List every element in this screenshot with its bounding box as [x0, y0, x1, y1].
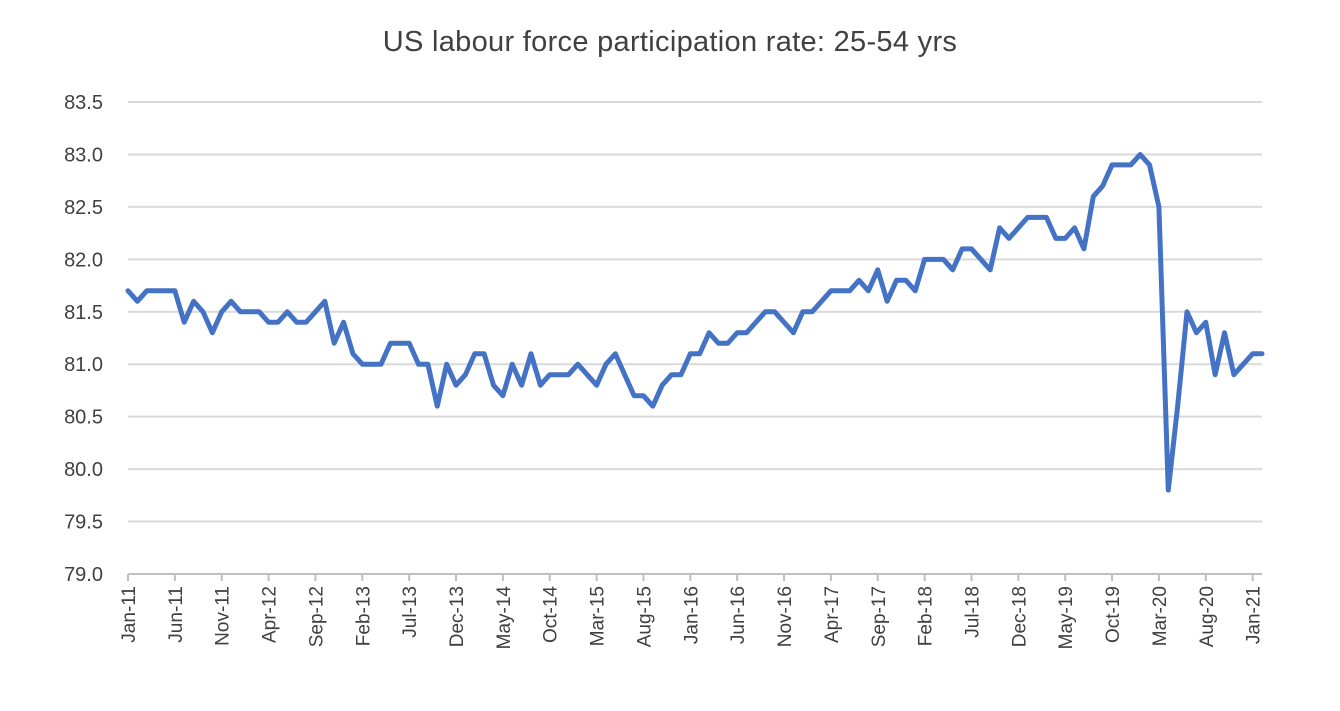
x-tick-label: Nov-16: [775, 586, 796, 647]
x-tick-label: Jan-16: [681, 586, 702, 644]
x-tick-label: May-14: [494, 586, 515, 650]
x-tick-label: Jun-11: [166, 586, 187, 643]
x-tick-label: May-19: [1056, 586, 1077, 649]
x-tick-label: Nov-11: [213, 586, 234, 646]
series-layer: [125, 151, 1265, 493]
x-tick-label: Dec-13: [447, 586, 468, 647]
gridlines: [128, 101, 1262, 523]
y-tick-label: 81.0: [64, 354, 103, 376]
y-tick-label: 82.0: [64, 249, 103, 271]
x-tick-label: Sep-12: [306, 586, 327, 647]
x-tick-label: Feb-13: [353, 586, 374, 646]
chart-title: US labour force participation rate: 25-5…: [382, 26, 958, 58]
x-tick-label: Aug-20: [1197, 586, 1218, 647]
x-tick-label: Oct-14: [541, 586, 562, 643]
y-tick-label: 80.0: [64, 459, 103, 481]
y-tick-label: 81.5: [64, 302, 103, 324]
x-tick-label: Aug-15: [634, 586, 655, 647]
y-tick-label: 79.0: [64, 564, 103, 586]
y-tick-label: 83.0: [64, 144, 103, 166]
x-tick-label: Mar-15: [588, 586, 609, 646]
x-tick-label: Apr-17: [822, 586, 843, 643]
x-tick-label: Jun-16: [728, 586, 749, 644]
series-line: [125, 151, 1265, 493]
y-tick-label: 80.5: [64, 407, 103, 429]
x-tick-label: Jul-18: [962, 586, 983, 638]
x-axis-ticks: Jan-11 Jun-11 Nov-11 Apr-12 Sep-12 Feb-13 Jul-…: [119, 574, 1265, 649]
y-tick-label: 79.5: [64, 512, 103, 534]
x-tick-label: Oct-19: [1103, 586, 1124, 643]
x-tick-label: Feb-18: [916, 586, 937, 646]
x-tick-label: Dec-18: [1009, 586, 1030, 647]
x-tick-label: Jan-21: [1244, 586, 1265, 644]
y-tick-label: 83.5: [64, 92, 103, 114]
y-tick-label: 82.5: [64, 197, 103, 219]
x-tick-label: Sep-17: [869, 586, 890, 647]
x-tick-label: Mar-20: [1150, 586, 1171, 646]
x-tick-label: Jan-11: [119, 586, 140, 643]
x-tick-label: Apr-12: [260, 586, 281, 643]
y-axis-ticks: 79.0 79.5 80.0 80.5 81.0 81.5 82.0 82.5 83.0 83.5: [64, 92, 103, 586]
x-tick-label: Jul-13: [400, 586, 421, 638]
